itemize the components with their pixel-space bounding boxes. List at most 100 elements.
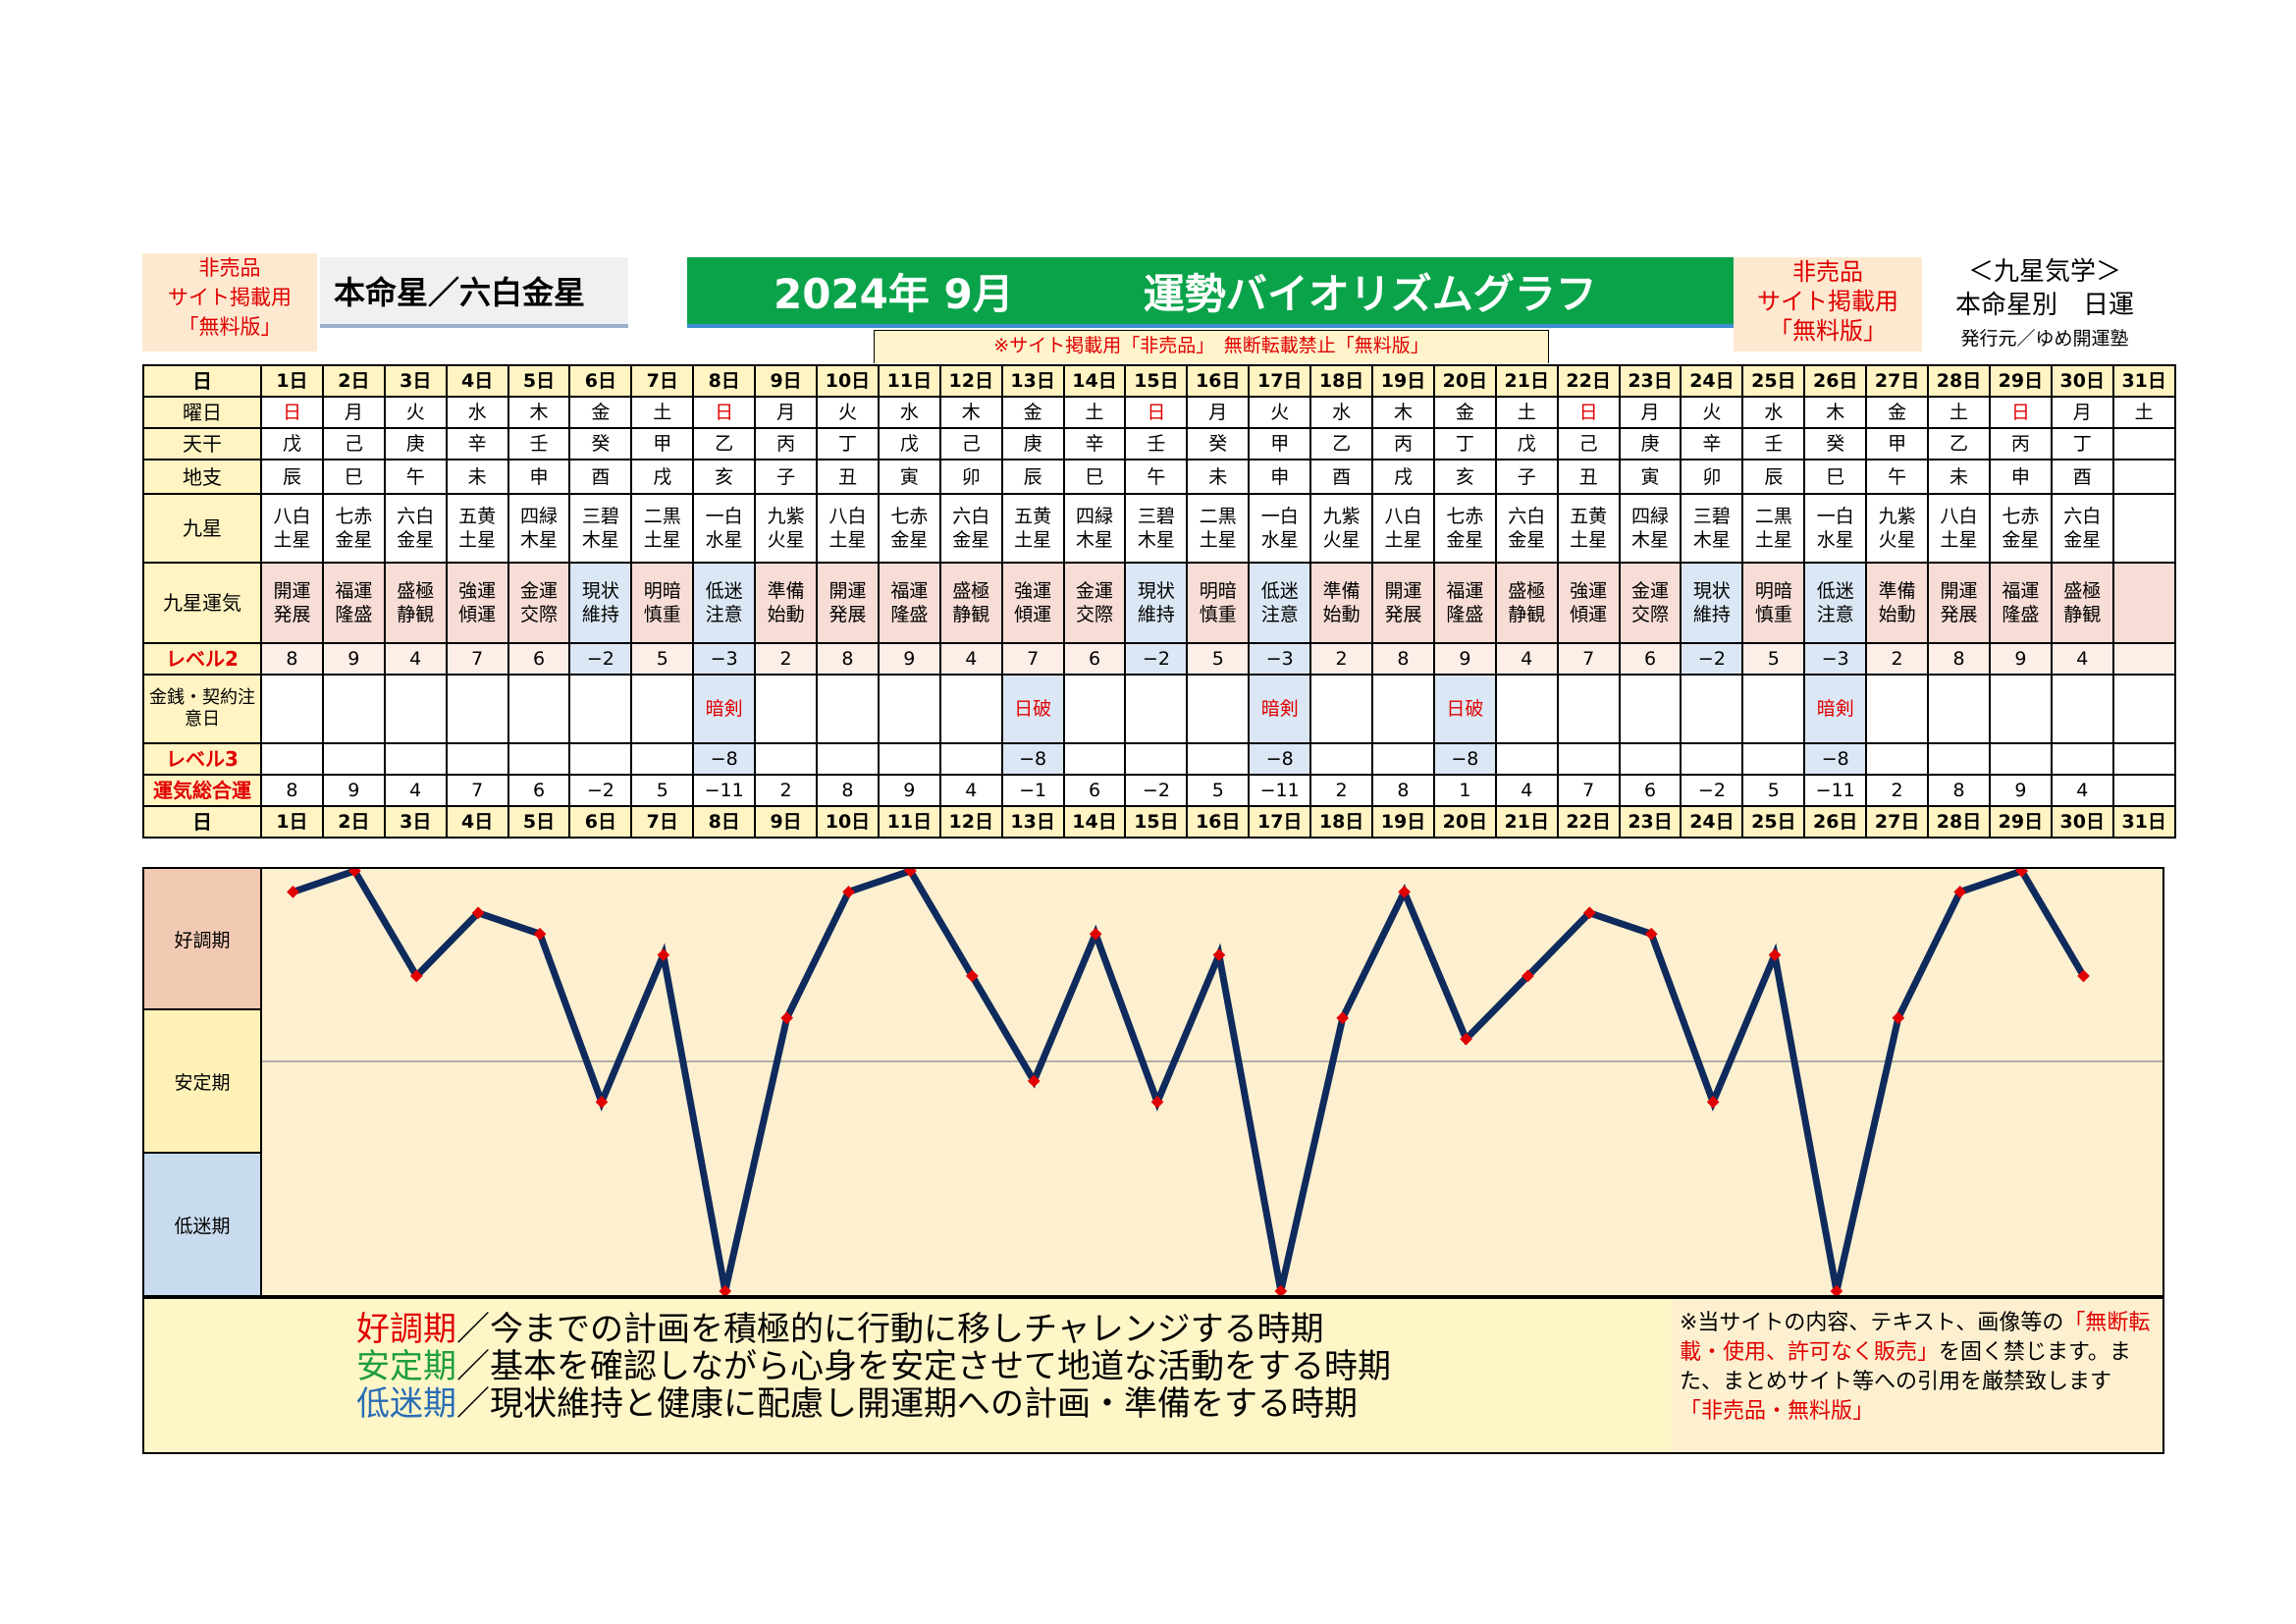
kinsen-cell bbox=[1124, 674, 1189, 744]
day-bottom-cell: 31日 bbox=[2111, 805, 2176, 839]
chishi-cell: 亥 bbox=[1432, 459, 1497, 495]
level3-cell bbox=[816, 742, 880, 776]
level3-cell: −8 bbox=[1432, 742, 1497, 776]
kyusei-cell: 六白 金星 bbox=[1494, 493, 1559, 564]
kyusei-cell: 八白 土星 bbox=[1371, 493, 1435, 564]
kyusei-cell: 五黄 土星 bbox=[445, 493, 509, 564]
chishi-cell: 辰 bbox=[1741, 459, 1806, 495]
weekday-cell: 月 bbox=[2050, 396, 2114, 429]
tenkan-cell: 壬 bbox=[507, 427, 571, 460]
tenkan-cell: 癸 bbox=[1186, 427, 1251, 460]
kyusei-cell: 八白 土星 bbox=[1927, 493, 1991, 564]
day-cell: 24日 bbox=[1680, 364, 1744, 398]
sub-notice: ※サイト掲載用「非売品」 無断転載禁止「無料版」 bbox=[874, 330, 1549, 363]
level2-cell: −3 bbox=[692, 642, 757, 676]
series-line bbox=[292, 869, 2087, 1292]
data-point-day-7 bbox=[657, 948, 670, 961]
row-label-tenkan: 天干 bbox=[142, 427, 262, 460]
sougou-cell: 9 bbox=[877, 774, 941, 807]
kyusei-cell: 三碧 木星 bbox=[1680, 493, 1744, 564]
weekday-cell: 水 bbox=[1741, 396, 1806, 429]
day-bottom-cell: 11日 bbox=[877, 805, 941, 839]
row-label-level2: レベル2 bbox=[142, 642, 262, 676]
day-bottom-cell: 13日 bbox=[1000, 805, 1065, 839]
row-label-chishi: 地支 bbox=[142, 459, 262, 495]
unki-cell: 福運 隆盛 bbox=[877, 562, 941, 644]
level3-cell bbox=[383, 742, 448, 776]
level2-cell: 9 bbox=[1988, 642, 2053, 676]
sougou-cell: 2 bbox=[1865, 774, 1930, 807]
kinsen-cell bbox=[630, 674, 695, 744]
unki-cell: 開運 発展 bbox=[1927, 562, 1991, 644]
level3-cell bbox=[1494, 742, 1559, 776]
tenkan-cell: 乙 bbox=[1927, 427, 1991, 460]
weekday-cell: 水 bbox=[445, 396, 509, 429]
day-bottom-cell: 19日 bbox=[1371, 805, 1435, 839]
weekday-cell: 木 bbox=[1371, 396, 1435, 429]
weekday-cell: 日 bbox=[1556, 396, 1621, 429]
kyusei-cell: 四緑 木星 bbox=[507, 493, 571, 564]
kyusei-cell: 一白 水星 bbox=[1803, 493, 1868, 564]
sougou-cell: 6 bbox=[507, 774, 571, 807]
day-cell: 20日 bbox=[1432, 364, 1497, 398]
kinsen-cell bbox=[383, 674, 448, 744]
weekday-cell: 土 bbox=[1927, 396, 1991, 429]
unki-cell: 盛極 静観 bbox=[1494, 562, 1559, 644]
chishi-cell: 卯 bbox=[938, 459, 1003, 495]
chishi-cell: 未 bbox=[1927, 459, 1991, 495]
kinsen-cell: 暗剣 bbox=[1803, 674, 1868, 744]
day-bottom-cell: 18日 bbox=[1309, 805, 1374, 839]
level2-cell: 7 bbox=[445, 642, 509, 676]
weekday-cell: 日 bbox=[260, 396, 324, 429]
weekday-cell: 火 bbox=[1680, 396, 1744, 429]
kinsen-cell bbox=[1062, 674, 1127, 744]
sougou-cell: 7 bbox=[445, 774, 509, 807]
level2-cell: 9 bbox=[877, 642, 941, 676]
sougou-cell: 1 bbox=[1432, 774, 1497, 807]
unki-cell: 低迷 注意 bbox=[1248, 562, 1312, 644]
level2-cell: 6 bbox=[1062, 642, 1127, 676]
day-bottom-cell: 6日 bbox=[568, 805, 633, 839]
kyusei-cell: 七赤 金星 bbox=[877, 493, 941, 564]
kyusei-cell: 九紫 火星 bbox=[1865, 493, 1930, 564]
kinsen-cell bbox=[816, 674, 880, 744]
sougou-cell: 6 bbox=[1618, 774, 1682, 807]
weekday-cell: 金 bbox=[568, 396, 633, 429]
day-cell: 8日 bbox=[692, 364, 757, 398]
level2-cell: 5 bbox=[1186, 642, 1251, 676]
day-bottom-cell: 12日 bbox=[938, 805, 1003, 839]
sougou-cell: 8 bbox=[1371, 774, 1435, 807]
legend-stable: 安定期／基本を確認しながら心身を安定させて地道な活動をする時期 bbox=[356, 1347, 1391, 1386]
kinsen-cell bbox=[1741, 674, 1806, 744]
level2-cell: 5 bbox=[630, 642, 695, 676]
unki-cell: 明暗 慎重 bbox=[1186, 562, 1251, 644]
tenkan-cell: 庚 bbox=[1618, 427, 1682, 460]
sougou-cell: 4 bbox=[938, 774, 1003, 807]
sougou-cell: 7 bbox=[1556, 774, 1621, 807]
tenkan-cell: 癸 bbox=[568, 427, 633, 460]
day-bottom-cell: 3日 bbox=[383, 805, 448, 839]
chishi-cell: 亥 bbox=[692, 459, 757, 495]
chishi-cell: 酉 bbox=[2050, 459, 2114, 495]
sougou-cell: 6 bbox=[1062, 774, 1127, 807]
row-label-weekday: 曜日 bbox=[142, 396, 262, 429]
chishi-cell: 酉 bbox=[1309, 459, 1374, 495]
kyusei-header: ＜九星気学＞ 本命星別 日運 発行元／ゆめ開運塾 bbox=[1954, 257, 2134, 350]
level2-cell: 5 bbox=[1741, 642, 1806, 676]
kinsen-cell bbox=[1680, 674, 1744, 744]
sougou-cell: −2 bbox=[1680, 774, 1744, 807]
kyusei-cell: 二黒 土星 bbox=[1741, 493, 1806, 564]
kinsen-cell bbox=[754, 674, 819, 744]
level2-cell: 7 bbox=[1000, 642, 1065, 676]
level3-cell bbox=[754, 742, 819, 776]
kinsen-cell: 暗剣 bbox=[692, 674, 757, 744]
sougou-cell: 9 bbox=[1988, 774, 2053, 807]
chishi-cell: 午 bbox=[1124, 459, 1189, 495]
sougou-cell: −1 bbox=[1000, 774, 1065, 807]
chishi-cell: 未 bbox=[445, 459, 509, 495]
level3-cell bbox=[568, 742, 633, 776]
row-label-day: 日 bbox=[142, 805, 262, 839]
day-cell: 7日 bbox=[630, 364, 695, 398]
kinsen-cell bbox=[1309, 674, 1374, 744]
day-bottom-cell: 21日 bbox=[1494, 805, 1559, 839]
